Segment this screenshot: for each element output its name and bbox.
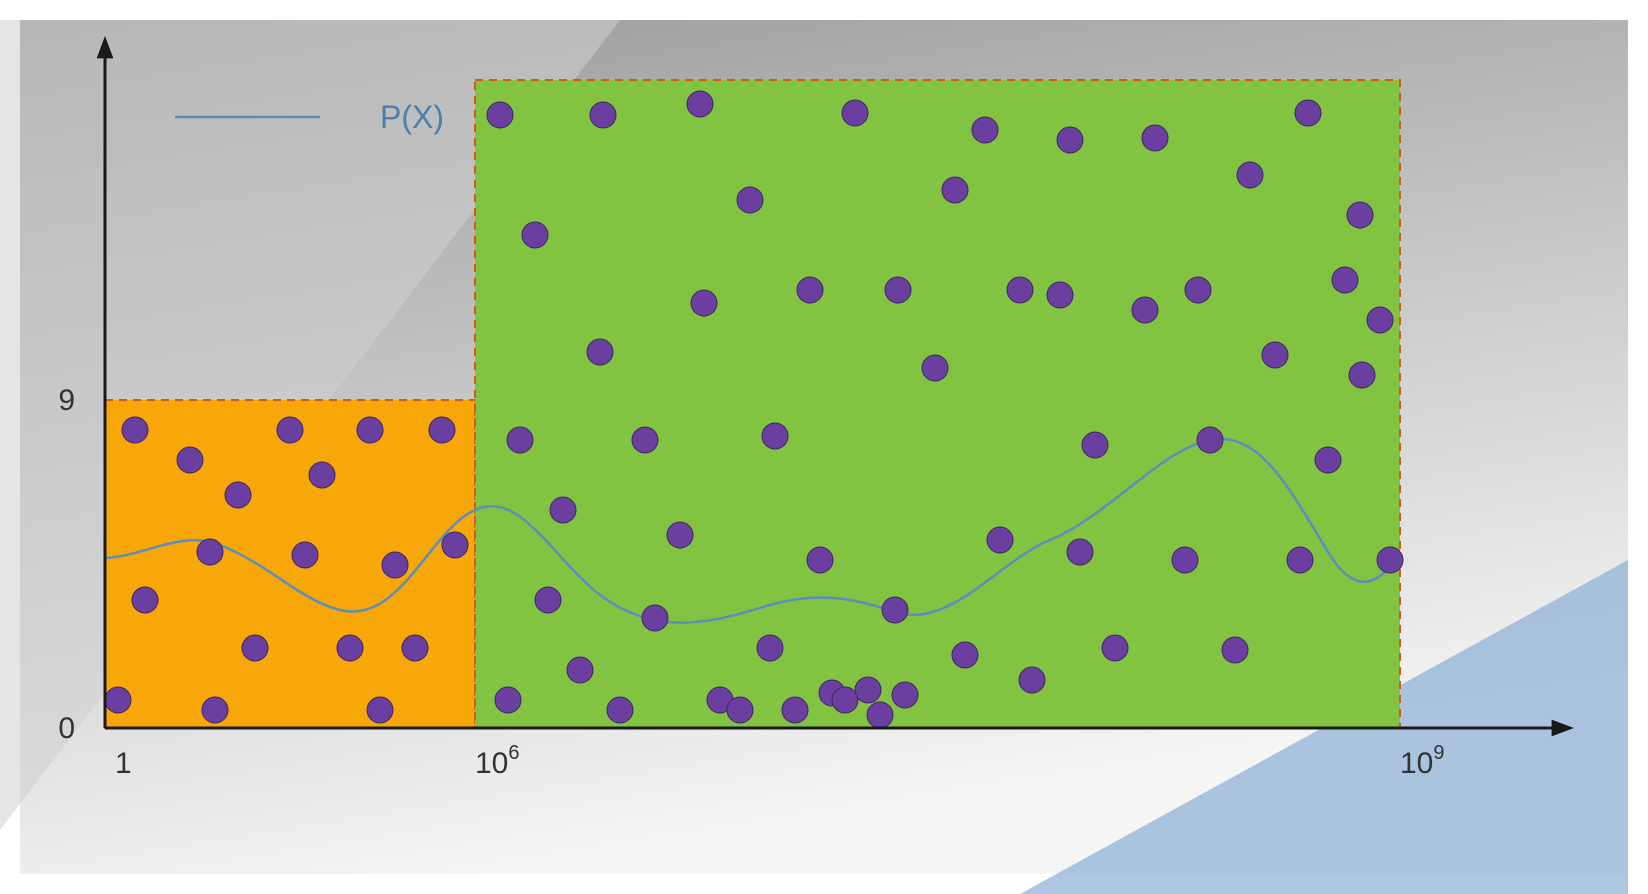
scatter-point <box>197 539 223 565</box>
scatter-point <box>567 657 593 683</box>
scatter-point <box>177 447 203 473</box>
scatter-point <box>1332 267 1358 293</box>
legend-label: P(X) <box>380 99 444 135</box>
scatter-point <box>1047 282 1073 308</box>
scatter-point <box>727 697 753 723</box>
scatter-point <box>442 532 468 558</box>
scatter-point <box>1367 307 1393 333</box>
scatter-point <box>1067 539 1093 565</box>
scatter-point <box>1377 547 1403 573</box>
scatter-point <box>495 687 521 713</box>
scatter-point <box>382 552 408 578</box>
chart-svg: 09 1106109 P(X) <box>0 0 1648 894</box>
chart-stage: 09 1106109 P(X) <box>0 0 1648 894</box>
scatter-point <box>105 687 131 713</box>
scatter-point <box>797 277 823 303</box>
scatter-point <box>507 427 533 453</box>
scatter-point <box>357 417 383 443</box>
scatter-point <box>590 102 616 128</box>
scatter-point <box>132 587 158 613</box>
scatter-point <box>309 462 335 488</box>
scatter-point <box>242 635 268 661</box>
scatter-point <box>277 417 303 443</box>
scatter-point <box>782 697 808 723</box>
scatter-point <box>757 635 783 661</box>
scatter-point <box>607 697 633 723</box>
scatter-point <box>952 642 978 668</box>
scatter-point <box>1019 667 1045 693</box>
scatter-point <box>737 187 763 213</box>
scatter-point <box>855 677 881 703</box>
scatter-point <box>832 687 858 713</box>
scatter-point <box>667 522 693 548</box>
scatter-point <box>550 497 576 523</box>
scatter-point <box>1172 547 1198 573</box>
scatter-point <box>867 702 893 728</box>
scatter-point <box>122 417 148 443</box>
scatter-point <box>402 635 428 661</box>
scatter-point <box>687 91 713 117</box>
scatter-point <box>691 290 717 316</box>
scatter-point <box>1132 297 1158 323</box>
scatter-point <box>337 635 363 661</box>
scatter-point <box>1287 547 1313 573</box>
scatter-point <box>1315 447 1341 473</box>
scatter-point <box>1349 362 1375 388</box>
scatter-point <box>535 587 561 613</box>
scatter-point <box>1082 432 1108 458</box>
scatter-point <box>429 417 455 443</box>
scatter-point <box>922 355 948 381</box>
scatter-point <box>487 102 513 128</box>
y-tick-label: 0 <box>58 712 75 745</box>
scatter-point <box>367 697 393 723</box>
scatter-point <box>972 117 998 143</box>
scatter-point <box>885 277 911 303</box>
scatter-point <box>225 482 251 508</box>
scatter-point <box>522 222 548 248</box>
scatter-point <box>587 339 613 365</box>
scatter-point <box>807 547 833 573</box>
scatter-point <box>1295 100 1321 126</box>
scatter-point <box>892 682 918 708</box>
scatter-point <box>882 597 908 623</box>
scatter-point <box>942 177 968 203</box>
scatter-point <box>762 423 788 449</box>
scatter-point <box>1222 637 1248 663</box>
scatter-point <box>1057 127 1083 153</box>
scatter-point <box>642 605 668 631</box>
x-tick-label: 1 <box>115 747 132 780</box>
scatter-point <box>1142 125 1168 151</box>
scatter-point <box>202 697 228 723</box>
y-tick-label: 9 <box>58 384 75 417</box>
scatter-point <box>987 527 1013 553</box>
scatter-point <box>1185 277 1211 303</box>
scatter-point <box>842 100 868 126</box>
scatter-point <box>1347 202 1373 228</box>
scatter-point <box>1197 427 1223 453</box>
scatter-point <box>632 427 658 453</box>
scatter-point <box>292 542 318 568</box>
scatter-point <box>1237 162 1263 188</box>
scatter-point <box>1262 342 1288 368</box>
scatter-point <box>1102 635 1128 661</box>
scatter-point <box>1007 277 1033 303</box>
